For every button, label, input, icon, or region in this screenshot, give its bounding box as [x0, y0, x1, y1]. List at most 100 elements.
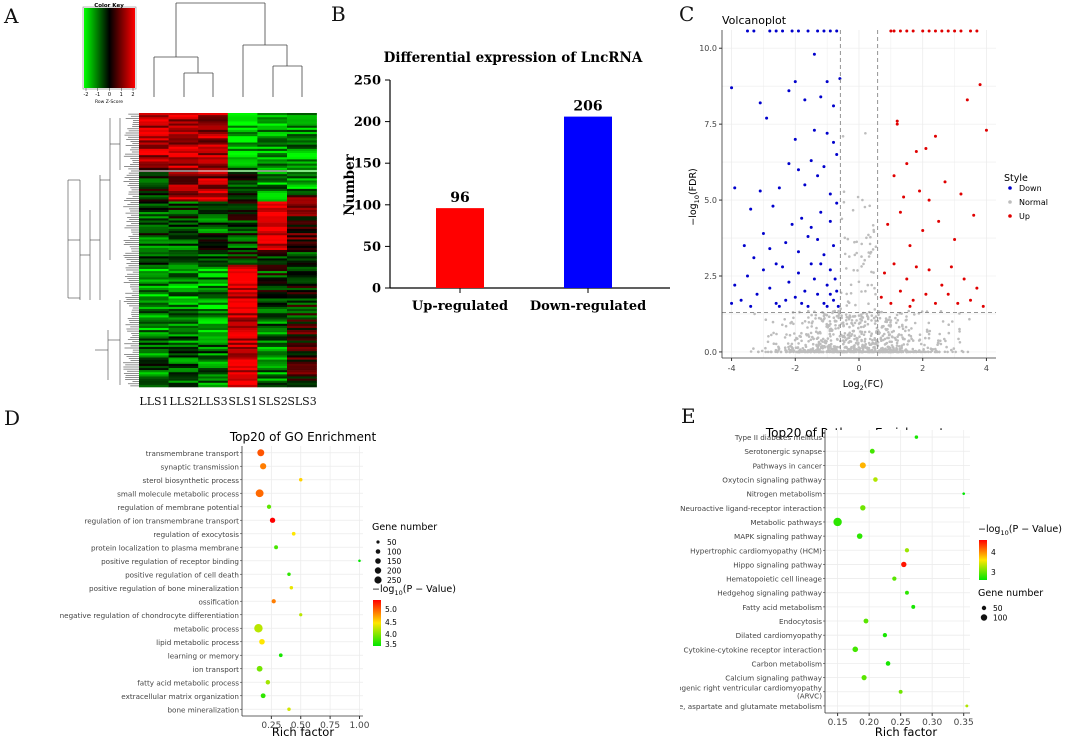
volcano-point-normal — [850, 319, 854, 322]
heatmap-cell — [168, 140, 199, 143]
volcano-point-normal — [848, 314, 852, 317]
heatmap-cell — [139, 144, 169, 148]
volcano-point-normal — [826, 350, 829, 354]
volcano-point-down — [809, 159, 813, 163]
heatmap-cell — [227, 205, 258, 209]
size-legend-marker — [376, 540, 380, 544]
volcano-point-normal — [843, 252, 847, 256]
volcano-point-up — [953, 238, 957, 242]
volcano-point-normal — [870, 319, 873, 322]
heatmap-cell — [168, 319, 199, 322]
heatmap-cell — [257, 311, 288, 314]
volcano-point-normal — [855, 240, 858, 244]
volcano-point-normal — [818, 350, 821, 354]
heatmap-cell — [139, 222, 169, 226]
heatmap-cell — [168, 304, 199, 308]
bubble-point — [271, 599, 276, 604]
volcano-point-normal — [897, 325, 901, 329]
volcano-point-normal — [817, 316, 821, 320]
volcano-point-normal — [764, 318, 768, 322]
heatmap-cell — [168, 176, 199, 179]
heatmap-cell — [287, 340, 317, 344]
volcano-point-normal — [868, 204, 871, 208]
heatmap-cell — [257, 182, 288, 185]
heatmap-cell — [257, 290, 288, 293]
volcano-point-down — [793, 295, 797, 299]
heatmap-cell — [227, 311, 258, 314]
volcano-point-normal — [922, 349, 925, 353]
volcano-point-normal — [917, 339, 921, 342]
heatmap-cell — [198, 368, 229, 371]
bubble-x-tick-label: 0.30 — [922, 718, 942, 728]
heatmap-cell — [287, 309, 317, 312]
bubble-category-label: positive regulation of cell death — [125, 570, 239, 579]
volcano-point-normal — [860, 290, 863, 293]
bubble-point — [901, 561, 907, 568]
heatmap-cell — [227, 277, 258, 280]
volcano-point-normal — [840, 316, 843, 320]
volcano-point-normal — [838, 334, 842, 338]
heatmap-cell — [257, 287, 288, 291]
volcano-point-normal — [807, 335, 811, 338]
volcano-point-normal — [862, 333, 866, 337]
heatmap-cell — [257, 273, 288, 276]
volcano-point-normal — [905, 315, 908, 318]
heatmap-cell — [257, 332, 288, 335]
heatmap-cell — [287, 346, 317, 350]
volcano-point-normal — [791, 347, 794, 350]
volcano-point-normal — [811, 342, 815, 346]
heatmap-cell — [139, 159, 169, 162]
heatmap-cell — [227, 338, 258, 341]
heatmap-cell — [168, 290, 199, 293]
volcano-point-down — [730, 301, 734, 305]
bubble-category-label: Fatty acid metabolism — [742, 603, 822, 612]
volcano-point-normal — [958, 341, 962, 344]
volcano-point-normal — [868, 330, 871, 334]
heatmap-cell — [198, 313, 229, 316]
volcano-point-normal — [753, 312, 756, 316]
volcano-point-down — [835, 201, 839, 205]
heatmap-cell — [139, 113, 169, 116]
volcano-point-normal — [943, 350, 947, 354]
volcano-point-normal — [871, 248, 875, 251]
volcano-point-normal — [806, 326, 809, 329]
pathway-xlabel: Rich factor — [875, 725, 937, 738]
volcano-point-normal — [869, 235, 872, 239]
volcano-point-normal — [804, 345, 808, 349]
heatmap-cell — [227, 226, 258, 230]
bubble-point — [260, 693, 266, 699]
volcano-point-up — [946, 292, 950, 296]
heatmap-cell — [227, 313, 258, 316]
heatmap-cell — [139, 131, 169, 135]
volcano-point-normal — [918, 333, 922, 337]
heatmap-cell — [287, 237, 317, 240]
heatmap-cell — [139, 271, 169, 274]
heatmap-cell — [168, 243, 199, 247]
heatmap-cell — [227, 353, 258, 356]
volcano-point-normal — [814, 317, 817, 320]
heatmap-cell — [227, 131, 258, 135]
bubble-point — [962, 492, 966, 495]
volcano-point-normal — [820, 319, 824, 322]
heatmap-cell — [287, 277, 317, 280]
heatmap-cell — [287, 220, 317, 223]
heatmap-cell — [227, 117, 258, 120]
heatmap-cell — [227, 237, 258, 240]
heatmap-cell — [139, 220, 169, 223]
heatmap-cell — [168, 134, 199, 137]
heatmap-cell — [257, 228, 288, 232]
bubble-point — [965, 704, 969, 708]
heatmap-cell — [168, 172, 199, 175]
heatmap-cell — [168, 153, 199, 156]
bubble-category-label: bone mineralization — [168, 705, 240, 714]
bubble-point — [905, 590, 909, 595]
heatmap-cell — [168, 311, 199, 314]
volcano-point-normal — [815, 343, 818, 347]
heatmap-cell — [287, 327, 317, 331]
heatmap-cell — [287, 123, 317, 126]
bubble-point — [260, 463, 267, 470]
heatmap-cell — [287, 351, 317, 354]
volcano-point-normal — [885, 320, 889, 324]
heatmap-cell — [287, 165, 317, 169]
heatmap-cell — [257, 317, 288, 320]
